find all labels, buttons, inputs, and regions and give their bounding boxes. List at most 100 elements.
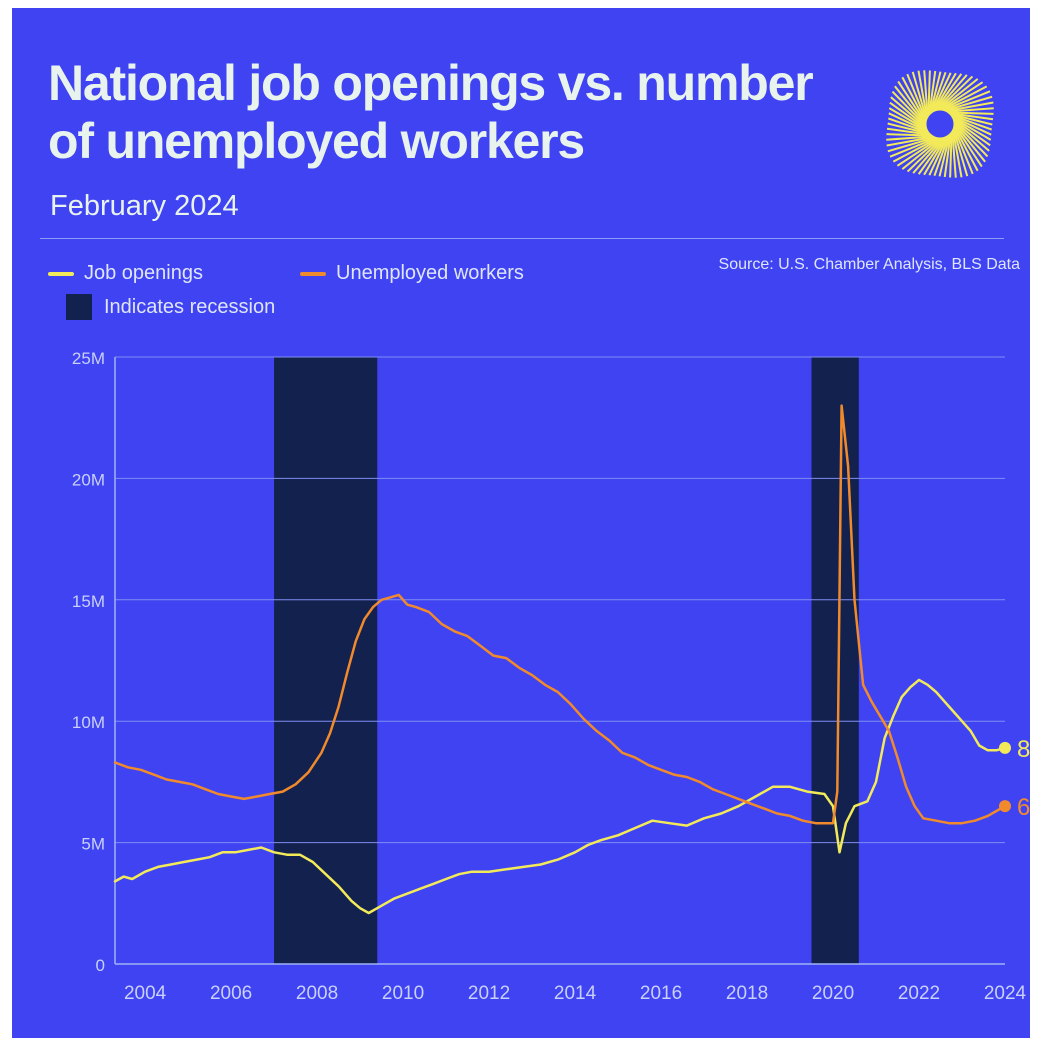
legend-label-recession: Indicates recession: [104, 295, 276, 318]
x-tick-label: 2024: [984, 983, 1027, 1004]
x-tick-label: 2016: [640, 983, 682, 1004]
y-tick-label: 10M: [72, 713, 105, 732]
x-tick-label: 2008: [296, 983, 338, 1004]
legend-swatch-recession: [66, 294, 92, 320]
logo-ray: [952, 107, 994, 113]
recession-band: [274, 357, 378, 964]
series-line-job-openings: [113, 678, 1007, 915]
logo-ray: [955, 130, 979, 172]
sunburst-logo-icon: [886, 70, 994, 178]
logo-ray: [923, 70, 929, 112]
logo-ray: [955, 114, 993, 126]
logo-ray: [938, 139, 950, 177]
logo-ray: [917, 141, 943, 175]
chart-subtitle: February 2024: [50, 190, 239, 222]
y-tick-label: 0: [96, 956, 105, 975]
logo-ray: [886, 136, 929, 147]
logo-ray: [927, 70, 931, 111]
logo-ray: [887, 117, 924, 132]
series-end-label-unemployed: 6.5M: [1017, 794, 1030, 821]
logo-ray: [943, 138, 951, 178]
legend-item-unemployed: Unemployed workers: [300, 262, 524, 285]
logo-ray: [954, 113, 994, 121]
logo-ray: [953, 111, 994, 115]
logo-ray: [928, 140, 947, 176]
logo-ray: [948, 90, 991, 110]
logo-ray: [954, 132, 974, 175]
logo-ray: [942, 78, 979, 108]
logo-ray: [892, 139, 934, 163]
logo-ray: [917, 70, 928, 113]
chart-title: National job openings vs. number of unem…: [48, 55, 814, 169]
logo-ray: [956, 126, 986, 163]
legend-swatch-unemployed: [300, 271, 326, 276]
logo-ray: [886, 135, 928, 141]
logo-ray: [932, 71, 947, 108]
logo-ray: [930, 71, 942, 109]
logo-ray: [886, 133, 927, 137]
x-tick-label: 2006: [210, 983, 252, 1004]
legend-label-unemployed: Unemployed workers: [336, 262, 524, 284]
logo-ray: [957, 125, 989, 158]
logo-ray: [957, 123, 990, 152]
y-tick-label: 5M: [81, 835, 105, 854]
legend-item-recession: Indicates recession: [66, 294, 275, 320]
logo-ray: [949, 137, 953, 178]
source-note: Source: U.S. Chamber Analysis, BLS Data: [718, 256, 1020, 273]
logo-ray: [889, 101, 923, 127]
logo-ray: [891, 90, 923, 123]
logo-ray: [901, 76, 925, 118]
logo-ray: [956, 116, 993, 131]
x-tick-label: 2022: [898, 983, 940, 1004]
logo-ray: [923, 141, 945, 176]
logo-ray: [929, 70, 937, 110]
legend-item-job-openings: Job openings: [48, 262, 203, 285]
logo-ray: [887, 122, 925, 134]
logo-ray: [912, 141, 941, 174]
logo-ray: [889, 138, 932, 158]
logo-ray: [957, 121, 991, 147]
logo-ray: [937, 73, 963, 107]
series-line-unemployed: [113, 404, 1007, 825]
x-tick-label: 2020: [812, 983, 854, 1004]
y-tick-label: 20M: [72, 470, 105, 489]
logo-ray: [952, 135, 963, 178]
logo-ray: [954, 133, 969, 177]
logo-ray: [888, 112, 924, 131]
logo-ray: [951, 101, 994, 112]
x-tick-label: 2010: [382, 983, 424, 1004]
logo-ray: [911, 71, 926, 115]
logo-ray: [906, 73, 926, 116]
logo-ray: [886, 127, 926, 135]
logo-ray: [951, 136, 957, 178]
x-tick-label: 2018: [726, 983, 768, 1004]
legend-label-job-openings: Job openings: [84, 262, 203, 284]
y-tick-label: 25M: [72, 349, 105, 368]
logo-ray: [941, 75, 974, 107]
series-end-marker-unemployed: [999, 800, 1011, 813]
logo-ray: [906, 141, 939, 173]
logo-ray: [901, 140, 938, 170]
logo-ray: [944, 81, 984, 108]
logo-ray: [956, 117, 992, 136]
logo-ray: [935, 72, 957, 107]
x-tick-label: 2014: [554, 983, 597, 1004]
logo-ray: [946, 85, 988, 109]
recession-band: [811, 357, 859, 964]
logo-ray: [897, 80, 924, 120]
logo-center-ring: [921, 105, 959, 143]
series-end-label-job-openings: 8.9M: [1017, 736, 1030, 763]
logo-ray: [956, 128, 983, 168]
legend-swatch-job-openings: [48, 271, 74, 276]
logo-ray: [888, 107, 923, 129]
x-tick-label: 2004: [124, 983, 167, 1004]
logo-ray: [933, 72, 952, 108]
logo-ray: [894, 85, 924, 122]
logo-ray: [887, 138, 931, 153]
logo-ray: [933, 140, 948, 177]
y-tick-label: 15M: [72, 592, 105, 611]
line-chart: 0 5M 10M 15M 20M 25M 2004 2006 2008 2010 2012 2014 2…: [72, 349, 1030, 1004]
logo-ray: [949, 95, 993, 110]
logo-ray: [957, 119, 992, 141]
logo-ray: [890, 96, 923, 125]
